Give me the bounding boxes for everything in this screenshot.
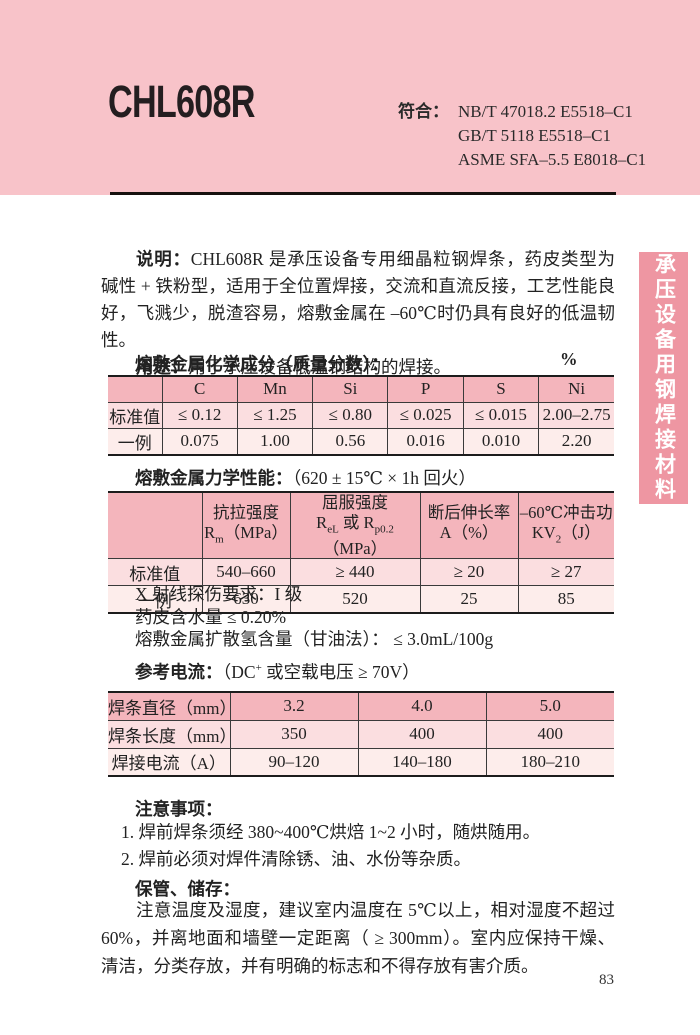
cell: ≤ 0.025 [387, 401, 464, 428]
row-label: 一例 [108, 585, 202, 613]
cell: 400 [357, 719, 486, 748]
storage-section-title: 保管、储存： [135, 879, 240, 899]
header-cell: P [387, 376, 464, 402]
usage-text: 用于承压设备低温钢结构的焊接。 [188, 357, 452, 377]
usage-paragraph: 用途：用于承压设备低温钢结构的焊接。 [101, 354, 615, 381]
cell: 0.010 [462, 427, 539, 455]
row-label: 焊条直径（mm） [108, 692, 236, 720]
table-row: 焊接电流（A） 90–120 140–180 180–210 [108, 747, 614, 776]
extra-requirements: X 射线探伤要求：I 级 药皮含水量 ≤ 0.20% 熔敷金属扩散氢含量（甘油法… [135, 583, 615, 651]
standards-list: NB/T 47018.2 E5518–C1 GB/T 5118 E5518–C1… [458, 100, 646, 172]
row-label: 标准值 [108, 558, 202, 586]
notes-list: 1. 焊前焊条须经 380~400℃烘焙 1~2 小时，随烘随用。 2. 焊前必… [121, 819, 615, 872]
cell: 25 [419, 585, 518, 613]
table-row: 焊条直径（mm） 3.2 4.0 5.0 [108, 692, 614, 720]
header-cell: Ni [538, 376, 614, 402]
standards-block: 符合： NB/T 47018.2 E5518–C1 GB/T 5118 E551… [398, 100, 646, 172]
cell: ≤ 1.25 [236, 401, 313, 428]
table-row: 一例 0.075 1.00 0.56 0.016 0.010 2.20 [108, 427, 614, 455]
header-cell: Mn [236, 376, 313, 402]
cell: 400 [485, 719, 614, 748]
cell: ≤ 0.12 [161, 401, 238, 428]
mech-properties-table: 抗拉强度 Rm（MPa） 屈服强度 ReL 或 Rp0.2（MPa） 断后伸长率… [108, 491, 614, 614]
cell: 0.016 [387, 427, 464, 455]
header-cell: –60℃冲击功 KV2（J） [517, 492, 614, 559]
cell: 180–210 [485, 747, 614, 776]
cell: 540–660 [201, 558, 290, 586]
usage-label: 用途： [136, 357, 189, 377]
cell: 520 [289, 585, 420, 613]
description-text: CHL608R 是承压设备专用细晶粒钢焊条，药皮类型为碱性 + 铁粉型，适用于全… [101, 249, 616, 350]
header-cell-blank [108, 492, 202, 559]
cell: ≤ 0.80 [312, 401, 388, 428]
header-cell-blank [108, 376, 162, 402]
description-label: 说明： [136, 249, 191, 269]
description-paragraph: 说明：CHL608R 是承压设备专用细晶粒钢焊条，药皮类型为碱性 + 铁粉型，适… [101, 246, 615, 354]
category-side-tab: 承压设备用钢焊接材料 [639, 252, 688, 504]
current-section-title: 参考电流：（DC+ 或空载电压 ≥ 70V） [135, 662, 420, 682]
cell: 0.075 [161, 427, 238, 455]
mech-title-condition: （620 ± 15℃ × 1h 回火） [292, 468, 476, 488]
cell: 0.56 [312, 427, 388, 455]
row-label: 一例 [108, 427, 162, 455]
notes-section-title: 注意事项： [135, 799, 223, 819]
note-item: 2. 焊前必须对焊件清除锈、油、水份等杂质。 [121, 848, 471, 869]
cell: 140–180 [357, 747, 486, 776]
moisture-requirement: 药皮含水量 ≤ 0.20% [135, 606, 287, 627]
header-cell: 断后伸长率 A（%） [419, 492, 518, 559]
standard-item: ASME SFA–5.5 E8018–C1 [458, 150, 647, 169]
table-row: 焊条长度（mm） 350 400 400 [108, 719, 614, 748]
cell: ≥ 27 [517, 558, 614, 586]
table-header-row: 抗拉强度 Rm（MPa） 屈服强度 ReL 或 Rp0.2（MPa） 断后伸长率… [108, 492, 614, 559]
table-row: 标准值 ≤ 0.12 ≤ 1.25 ≤ 0.80 ≤ 0.025 ≤ 0.015… [108, 401, 614, 428]
header-cell: 屈服强度 ReL 或 Rp0.2（MPa） [289, 492, 420, 559]
cell: 85 [517, 585, 614, 613]
storage-block: 注意温度及湿度，建议室内温度在 5℃以上，相对湿度不超过 60%，并离地面和墙壁… [101, 896, 615, 980]
cell: 350 [229, 719, 358, 748]
cell: 2.20 [538, 427, 614, 455]
chem-section-title: 熔敷金属化学成分（质量分数）： [135, 354, 389, 374]
header-divider-rule [110, 192, 616, 195]
cell: ≤ 0.015 [462, 401, 539, 428]
intro-block: 说明：CHL608R 是承压设备专用细晶粒钢焊条，药皮类型为碱性 + 铁粉型，适… [101, 246, 615, 381]
current-title-condition: （DC+ 或空载电压 ≥ 70V） [222, 662, 420, 682]
storage-paragraph: 注意温度及湿度，建议室内温度在 5℃以上，相对湿度不超过 60%，并离地面和墙壁… [101, 900, 615, 976]
header-cell: Si [312, 376, 388, 402]
page-number: 83 [599, 972, 614, 988]
header-cell: 抗拉强度 Rm（MPa） [201, 492, 290, 559]
chem-composition-table: C Mn Si P S Ni 标准值 ≤ 0.12 ≤ 1.25 ≤ 0.80 … [108, 375, 614, 456]
row-label: 标准值 [108, 401, 162, 428]
note-item: 1. 焊前焊条须经 380~400℃烘焙 1~2 小时，随烘随用。 [121, 822, 541, 842]
table-row: 标准值 540–660 ≥ 440 ≥ 20 ≥ 27 [108, 558, 614, 586]
header-band: CHL608R 符合： NB/T 47018.2 E5518–C1 GB/T 5… [0, 0, 700, 195]
cell: 630 [201, 585, 290, 613]
row-label: 焊条长度（mm） [108, 719, 236, 748]
table-row: 一例 630 520 25 85 [108, 585, 614, 613]
header-cell: S [462, 376, 539, 402]
hydrogen-requirement: 熔敷金属扩散氢含量（甘油法）： ≤ 3.0mL/100g [135, 629, 494, 649]
cell: 5.0 [485, 692, 614, 720]
cell: 4.0 [357, 692, 486, 720]
cell: ≥ 440 [289, 558, 420, 586]
header-cell: C [161, 376, 238, 402]
reference-current-table: 焊条直径（mm） 3.2 4.0 5.0 焊条长度（mm） 350 400 40… [108, 691, 614, 777]
cell: 90–120 [229, 747, 358, 776]
cell: 3.2 [229, 692, 358, 720]
chem-unit: % [560, 349, 578, 369]
cell: 2.00–2.75 [538, 401, 614, 428]
cell: ≥ 20 [419, 558, 518, 586]
standard-item: GB/T 5118 E5518–C1 [458, 126, 612, 145]
standard-item: NB/T 47018.2 E5518–C1 [458, 102, 633, 121]
table-header-row: C Mn Si P S Ni [108, 376, 614, 402]
cell: 1.00 [236, 427, 313, 455]
product-model-title: CHL608R [108, 76, 255, 127]
mech-section-title: 熔敷金属力学性能：（620 ± 15℃ × 1h 回火） [135, 468, 476, 488]
xray-requirement: X 射线探伤要求：I 级 [135, 584, 303, 604]
conform-label: 符合： [398, 102, 449, 121]
row-label: 焊接电流（A） [108, 747, 230, 776]
